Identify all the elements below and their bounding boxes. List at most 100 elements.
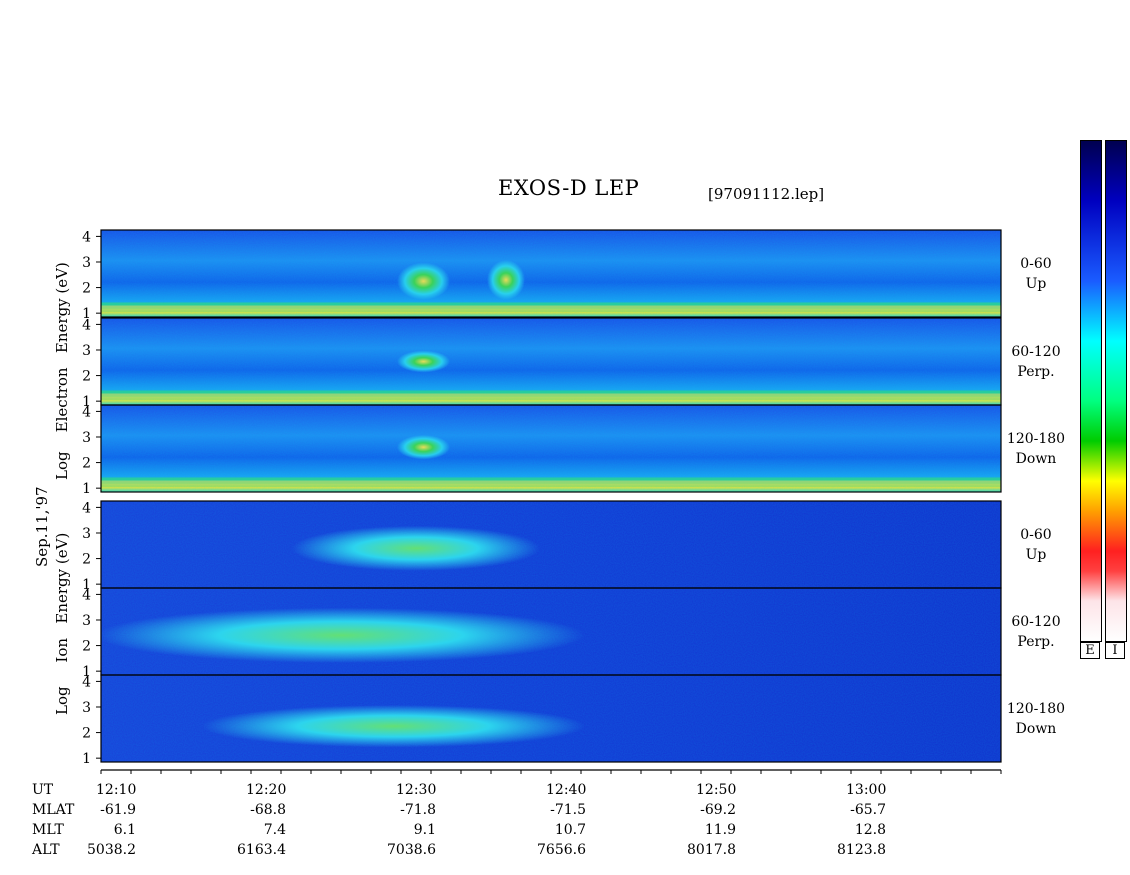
orbit-mlt-value: 12.8 xyxy=(854,822,886,838)
panel-label-5: 60-120 Perp. xyxy=(1001,612,1071,652)
feature-band-edge xyxy=(101,390,1001,394)
feature-band xyxy=(101,393,1001,399)
y-tick-label: 3 xyxy=(82,343,91,359)
panel-1 xyxy=(101,230,1001,317)
y-tick-label: 3 xyxy=(82,430,91,446)
panel-5 xyxy=(101,588,1001,675)
orbit-mlat-value: -61.9 xyxy=(100,802,136,818)
panel-direction: Up xyxy=(1025,276,1047,292)
y-tick-label: 4 xyxy=(82,674,91,690)
orbit-row-label-mlt: MLT xyxy=(32,822,64,838)
chart-title: EXOS-D LEP xyxy=(498,176,640,200)
panel-direction: Perp. xyxy=(1017,364,1055,380)
y-tick-label: 2 xyxy=(82,281,91,297)
panel-label-4: 0-60 Up xyxy=(1001,525,1071,565)
y-tick-label: 3 xyxy=(82,613,91,629)
orbit-mlat-value: -71.5 xyxy=(550,802,586,818)
panel-noise xyxy=(101,501,1001,588)
panel-angle-range: 120-180 xyxy=(1006,431,1066,447)
feature-burst xyxy=(397,262,450,300)
panel-frame-3 xyxy=(100,404,1002,493)
orbit-ut-value: 12:50 xyxy=(696,782,737,798)
orbit-mlt-value: 6.1 xyxy=(113,822,136,838)
y-tick-label: 3 xyxy=(82,526,91,542)
feature-ion-structures xyxy=(202,704,585,748)
panel-direction: Up xyxy=(1025,547,1047,563)
panel-4 xyxy=(101,501,1001,588)
panel-frame-1 xyxy=(100,229,1002,318)
orbit-alt-value: 7038.6 xyxy=(387,842,436,858)
orbit-mlt-value: 9.1 xyxy=(413,822,436,838)
orbit-alt-value: 7656.6 xyxy=(537,842,586,858)
y-tick-label: 2 xyxy=(82,639,91,655)
panel-direction: Down xyxy=(1015,451,1057,467)
y-tick-label: 1 xyxy=(82,306,91,322)
colorbar-ion-label: I xyxy=(1105,642,1125,659)
feature-band-edge xyxy=(101,302,1001,306)
feature-burst xyxy=(487,259,525,300)
orbit-ut-value: 12:30 xyxy=(396,782,437,798)
orbit-alt-value: 6163.4 xyxy=(237,842,286,858)
orbit-ut-value: 12:20 xyxy=(246,782,287,798)
y-tick-label: 4 xyxy=(82,587,91,603)
orbit-row-label-ut: UT xyxy=(32,782,54,798)
y-tick-label: 1 xyxy=(82,751,91,767)
y-tick-label: 2 xyxy=(82,552,91,568)
orbit-mlt-value: 10.7 xyxy=(554,822,586,838)
panel-angle-range: 120-180 xyxy=(1006,701,1066,717)
feature-band xyxy=(101,480,1001,486)
panel-direction: Perp. xyxy=(1017,634,1055,650)
panel-angle-range: 0-60 xyxy=(1020,256,1052,272)
feature-burst xyxy=(397,350,450,373)
y-tick-label: 1 xyxy=(82,394,91,410)
file-name: [97091112.lep] xyxy=(708,185,825,203)
panel-label-2: 60-120 Perp. xyxy=(1001,342,1071,382)
panel-angle-range: 60-120 xyxy=(1011,344,1061,360)
panel-label-3: 120-180 Down xyxy=(1001,429,1071,469)
y-tick-label: 1 xyxy=(82,481,91,497)
y-tick-label: 1 xyxy=(82,577,91,593)
orbit-mlat-value: -65.7 xyxy=(850,802,886,818)
panel-angle-range: 60-120 xyxy=(1011,614,1061,630)
y-tick-label: 2 xyxy=(82,726,91,742)
panel-label-6: 120-180 Down xyxy=(1001,699,1071,739)
y-tick-label: 3 xyxy=(82,700,91,716)
panel-3 xyxy=(101,405,1001,492)
orbit-ut-value: 12:10 xyxy=(96,782,137,798)
colorbar-electron xyxy=(1080,140,1102,642)
feature-arcs xyxy=(292,525,540,571)
y-tick-label: 4 xyxy=(82,317,91,333)
panel-2 xyxy=(101,318,1001,405)
orbit-mlat-value: -68.8 xyxy=(250,802,286,818)
panel-angle-range: 0-60 xyxy=(1020,527,1052,543)
panel-label-1: 0-60 Up xyxy=(1001,254,1071,294)
panel-frame-6 xyxy=(100,674,1002,763)
y-tick-label: 4 xyxy=(82,404,91,420)
feature-band-edge xyxy=(101,477,1001,481)
orbit-ut-value: 13:00 xyxy=(846,782,887,798)
orbit-alt-value: 8017.8 xyxy=(687,842,736,858)
panel-direction: Down xyxy=(1015,721,1057,737)
orbit-mlt-value: 7.4 xyxy=(263,822,286,838)
y-tick-label: 4 xyxy=(82,229,91,245)
y-tick-label: 2 xyxy=(82,456,91,472)
orbit-row-label-alt: ALT xyxy=(32,842,60,858)
orbit-alt-value: 5038.2 xyxy=(87,842,136,858)
orbit-mlt-value: 11.9 xyxy=(704,822,736,838)
orbit-ut-value: 12:40 xyxy=(546,782,587,798)
panel-6 xyxy=(101,675,1001,762)
orbit-mlat-value: -69.2 xyxy=(700,802,736,818)
y-tick-label: 2 xyxy=(82,369,91,385)
colorbar-electron-label: E xyxy=(1080,642,1100,659)
feature-burst xyxy=(397,434,450,460)
y-tick-label: 3 xyxy=(82,255,91,271)
feature-ion-structures xyxy=(101,607,585,663)
orbit-row-label-mlat: MLAT xyxy=(32,802,75,818)
orbit-mlat-value: -71.8 xyxy=(400,802,436,818)
y-tick-label: 1 xyxy=(82,664,91,680)
feature-band xyxy=(101,305,1001,311)
colorbar-ion xyxy=(1105,140,1127,642)
orbit-alt-value: 8123.8 xyxy=(837,842,886,858)
y-tick-label: 4 xyxy=(82,500,91,516)
